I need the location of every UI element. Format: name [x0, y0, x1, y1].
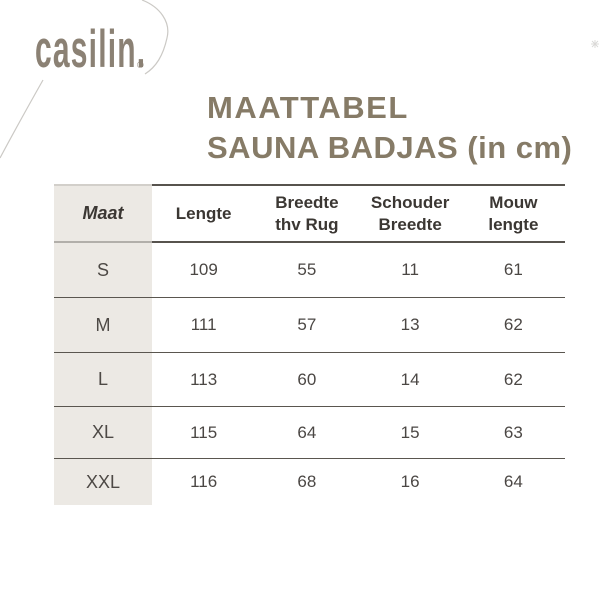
table-row-xxl: XXL 116 68 16 64	[54, 459, 565, 505]
size-label: XL	[54, 407, 152, 458]
column-header-breedte-thv-rug: Breedte thv Rug	[255, 184, 359, 243]
value-cell: 68	[297, 472, 317, 491]
size-label: M	[54, 298, 152, 352]
table-row-xl: XL 115 64 15 63	[54, 407, 565, 459]
table-row-m: M 111 57 13 62	[54, 298, 565, 353]
value-cell: 113	[190, 369, 218, 389]
value-cell: 16	[400, 472, 420, 491]
decor-curve-left	[0, 79, 44, 159]
column-header-schouder-breedte: Schouder Breedte	[358, 184, 462, 243]
size-label: XXL	[54, 459, 152, 505]
table-row-l: L 113 60 14 62	[54, 353, 565, 407]
value-cell: 14	[400, 369, 420, 389]
value-cell: 62	[503, 369, 523, 389]
value-cell: 115	[190, 422, 218, 442]
value-cell: 64	[503, 472, 523, 491]
value-cell: 11	[401, 260, 419, 279]
column-header-maat: Maat	[54, 184, 152, 243]
value-cell: 64	[297, 422, 317, 442]
value-cell: 57	[297, 315, 317, 334]
registered-trademark-icon: ®	[137, 60, 144, 70]
title-line1: MAATTABEL	[207, 90, 409, 125]
value-cell: 116	[190, 472, 218, 491]
value-cell: 55	[297, 260, 317, 279]
value-cell: 109	[189, 260, 218, 279]
page-title: MAATTABEL SAUNA BADJAS (in cm)	[207, 92, 572, 163]
size-table: Maat Lengte Breedte thv Rug Schouder Bre…	[54, 184, 565, 505]
value-cell: 111	[190, 315, 217, 334]
value-cell: 63	[503, 422, 523, 442]
brand-logo-text: casilin.	[35, 19, 147, 79]
brand-logo: casilin.	[35, 19, 221, 79]
value-cell: 60	[297, 369, 317, 389]
value-cell: 13	[400, 315, 420, 334]
table-row-s: S 109 55 11 61	[54, 243, 565, 298]
column-header-lengte: Lengte	[152, 184, 256, 243]
column-header-mouw-lengte: Mouw lengte	[461, 184, 565, 243]
table-header-row: Maat Lengte Breedte thv Rug Schouder Bre…	[54, 184, 565, 243]
value-cell: 15	[400, 422, 420, 442]
decor-sparkle	[591, 40, 599, 48]
size-label: S	[54, 243, 152, 297]
title-line2: SAUNA BADJAS (in cm)	[207, 130, 573, 165]
value-cell: 61	[503, 260, 523, 279]
value-cell: 62	[503, 315, 523, 334]
size-label: L	[54, 353, 152, 406]
